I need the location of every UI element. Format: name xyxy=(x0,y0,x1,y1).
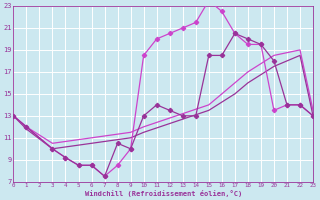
X-axis label: Windchill (Refroidissement éolien,°C): Windchill (Refroidissement éolien,°C) xyxy=(84,190,242,197)
